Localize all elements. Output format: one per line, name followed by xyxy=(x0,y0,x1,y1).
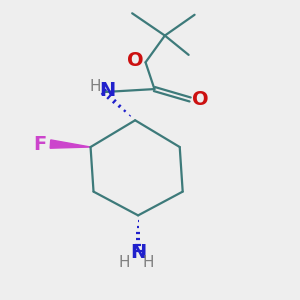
Text: O: O xyxy=(192,90,209,109)
Text: F: F xyxy=(33,135,47,154)
Text: H: H xyxy=(143,255,154,270)
Text: N: N xyxy=(130,243,146,262)
Text: H: H xyxy=(119,255,130,270)
Polygon shape xyxy=(50,140,91,148)
Text: O: O xyxy=(127,51,143,70)
Text: H: H xyxy=(89,79,101,94)
Text: N: N xyxy=(99,81,115,100)
